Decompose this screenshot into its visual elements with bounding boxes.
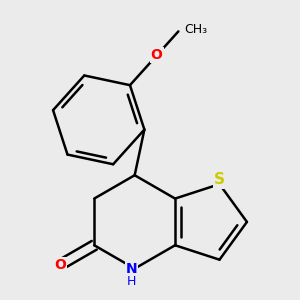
Text: O: O (151, 48, 163, 62)
Text: N: N (125, 262, 137, 276)
Text: H: H (127, 275, 136, 288)
Text: S: S (214, 172, 225, 188)
Text: CH₃: CH₃ (184, 23, 207, 36)
Text: O: O (54, 258, 66, 272)
